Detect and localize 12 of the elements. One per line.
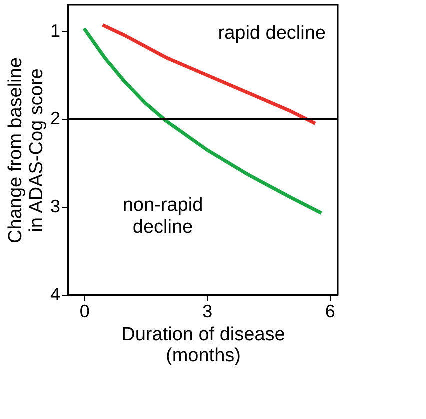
text: non-rapid decline (122, 195, 204, 238)
y-tick-label: 2 (50, 108, 60, 129)
y-tick-label: 1 (50, 20, 60, 41)
x-tick-label: 0 (80, 302, 90, 322)
series-label: rapid decline (218, 23, 326, 44)
y-tick-label: 4 (50, 284, 60, 304)
x-axis-title: Duration of disease (months) (122, 324, 286, 366)
line-series (82, 26, 324, 216)
x-tick-label: 3 (202, 302, 213, 322)
x-tick-label: 6 (325, 302, 336, 322)
y-axis-title: Change from baseline in ADAS-Cog score (5, 58, 48, 244)
y-tick-label: 3 (50, 196, 60, 217)
